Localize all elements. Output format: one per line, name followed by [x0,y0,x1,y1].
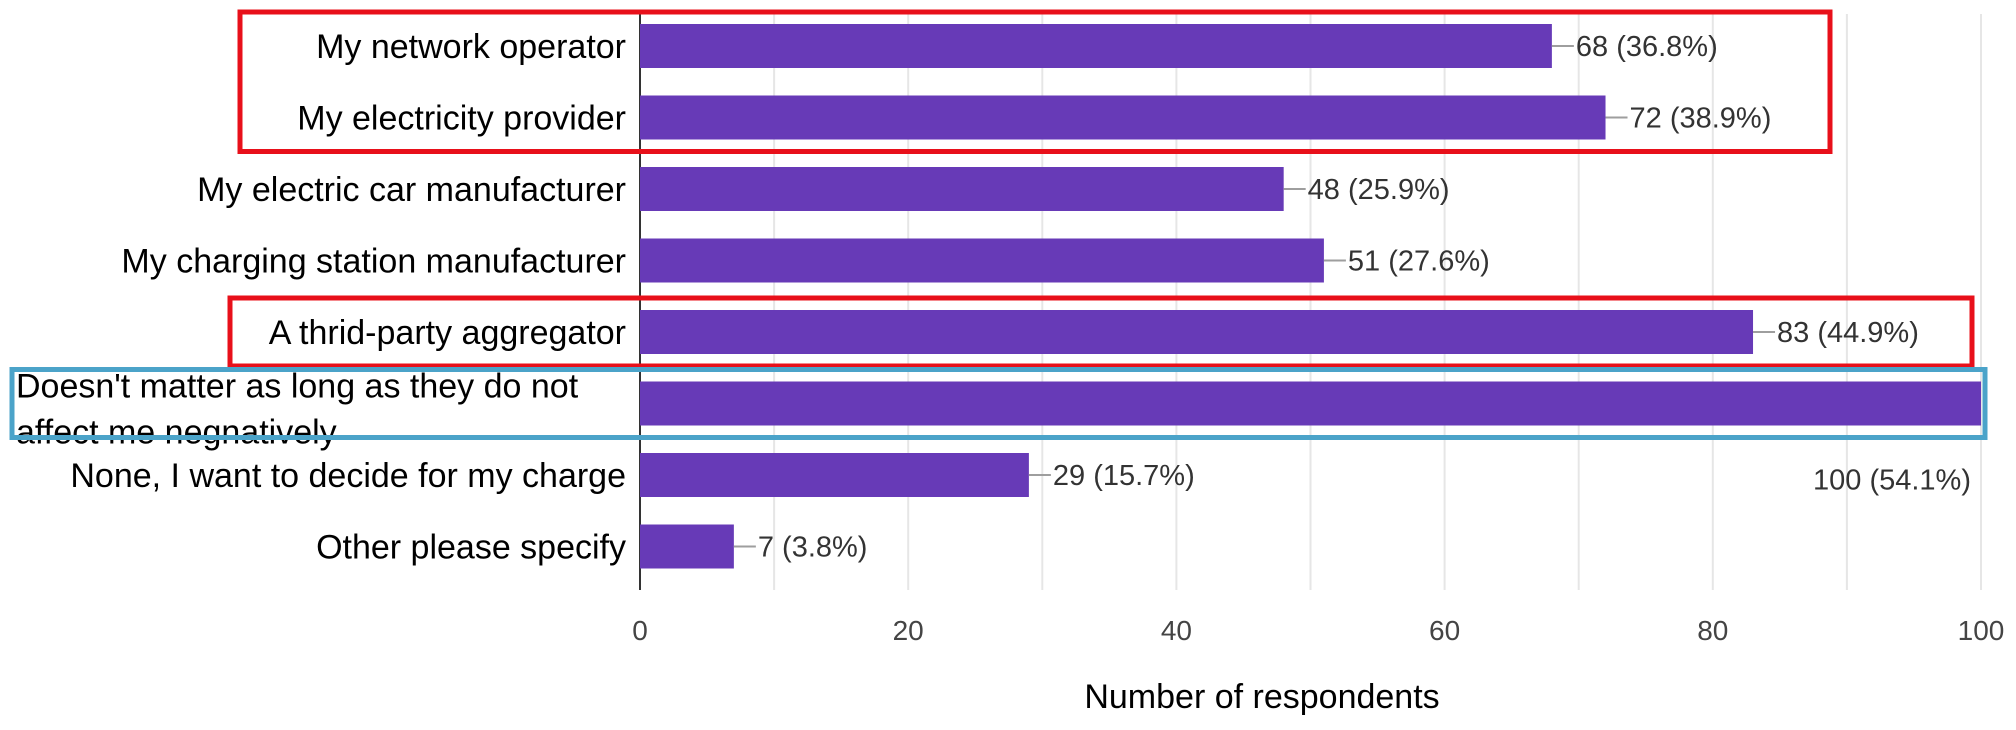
category-label: None, I want to decide for my charge [70,457,626,495]
bar [640,524,734,569]
highlight-box [9,367,1988,440]
x-tick-label: 60 [1429,615,1460,646]
data-label: 29 (15.7%) [1053,460,1195,492]
bar [640,24,1552,68]
category-label: My charging station manufacturer [121,243,626,281]
bar [640,167,1284,211]
x-tick-label: 40 [1161,615,1192,646]
data-label: 51 (27.6%) [1348,246,1490,278]
x-tick-labels: 0 20 40 60 80 100 [632,615,2004,646]
bar [640,95,1606,140]
category-label: Doesn't matter as long as they do not [16,368,579,406]
x-tick-label: 0 [632,615,648,646]
x-tick-label: 80 [1697,615,1728,646]
highlight-boxes [9,9,1988,440]
data-label: 100 (54.1%) [1813,465,1971,497]
highlight-box [227,295,1975,369]
x-axis-title: Number of respondents [1084,678,1439,716]
data-label: 68 (36.8%) [1576,31,1718,63]
bar [640,453,1029,497]
bar [640,310,1754,354]
category-labels: My network operator My electricity provid… [16,28,626,567]
data-label: 72 (38.9%) [1630,103,1772,135]
category-label: Other please specify [316,529,626,567]
highlight-box [237,9,1833,154]
category-label: My network operator [316,28,626,66]
data-label: 48 (25.9%) [1308,174,1450,206]
bars [640,24,1981,569]
data-label: 83 (44.9%) [1777,317,1919,349]
category-label: affect me negnatively [16,414,337,452]
x-tick-label: 20 [893,615,924,646]
category-label: My electricity provider [297,100,626,138]
data-label: 7 (3.8%) [758,532,868,564]
bar [640,381,1981,426]
category-label: A thrid-party aggregator [269,314,626,352]
data-labels: 68 (36.8%) 72 (38.9%) 48 (25.9%) 51 (27.6%)… [733,31,1971,564]
category-label: My electric car manufacturer [197,171,626,209]
x-tick-label: 100 [1958,615,2005,646]
bar [640,238,1324,283]
